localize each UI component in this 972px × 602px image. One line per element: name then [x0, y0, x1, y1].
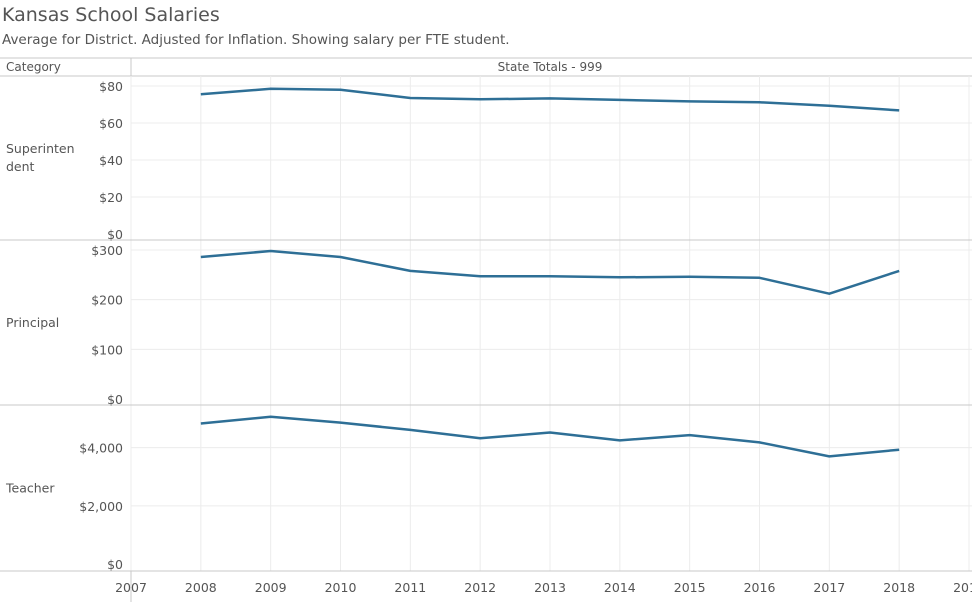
category-header: Category: [6, 60, 61, 74]
category-label: Teacher: [5, 481, 55, 496]
x-tick-label: 2008: [185, 580, 217, 595]
y-tick-label: $100: [91, 342, 123, 357]
x-tick-label: 2017: [813, 580, 845, 595]
data-point[interactable]: [547, 273, 553, 279]
x-tick-label: 2013: [534, 580, 566, 595]
x-tick-label: 2010: [325, 580, 357, 595]
y-tick-label: $0: [107, 392, 123, 407]
data-point[interactable]: [826, 291, 832, 297]
data-point[interactable]: [547, 430, 553, 436]
x-tick-label: 2015: [674, 580, 706, 595]
data-point[interactable]: [617, 437, 623, 443]
data-point[interactable]: [477, 435, 483, 441]
series-line-principal[interactable]: [200, 249, 900, 295]
category-label: Superinten: [6, 141, 75, 156]
y-tick-label: $80: [99, 79, 123, 94]
chart-title: Kansas School Salaries: [2, 4, 220, 26]
y-tick-label: $40: [99, 153, 123, 168]
data-point[interactable]: [338, 87, 344, 93]
data-point[interactable]: [896, 268, 902, 274]
data-point[interactable]: [477, 96, 483, 102]
data-point[interactable]: [826, 103, 832, 109]
data-point[interactable]: [687, 274, 693, 280]
chart-panels: $0 $20 $40 $60 $80 Superinten dent $0 $100 $200 $3…: [0, 79, 972, 572]
column-header: State Totals - 999: [498, 60, 603, 74]
data-point[interactable]: [826, 453, 832, 459]
x-tick-label: 2019: [953, 580, 972, 595]
x-tick-label: 2011: [394, 580, 426, 595]
data-point[interactable]: [407, 268, 413, 274]
y-tick-label: $60: [99, 116, 123, 131]
data-point[interactable]: [338, 254, 344, 260]
chart-subtitle: Average for District. Adjusted for Infla…: [2, 32, 510, 48]
data-point[interactable]: [338, 420, 344, 426]
chart-frame: [0, 57, 972, 602]
data-point[interactable]: [896, 447, 902, 453]
data-point[interactable]: [617, 97, 623, 103]
x-tick-label: 2018: [883, 580, 915, 595]
data-point[interactable]: [477, 273, 483, 279]
data-point[interactable]: [896, 107, 902, 113]
data-point[interactable]: [407, 95, 413, 101]
data-point[interactable]: [687, 98, 693, 104]
panel-teacher: $0 $2,000 $4,000 Teacher: [0, 414, 972, 572]
y-tick-label: $200: [91, 293, 123, 308]
data-point[interactable]: [757, 439, 763, 445]
x-tick-label: 2012: [464, 580, 496, 595]
x-axis: 2007 2008 2009 2010 2011 2012 2013 2014 2015 2016…: [115, 580, 972, 595]
y-tick-label: $20: [99, 190, 123, 205]
y-tick-label: $300: [91, 243, 123, 258]
y-tick-label: $0: [107, 557, 123, 572]
series-line-teacher[interactable]: [200, 415, 900, 458]
data-point[interactable]: [198, 254, 204, 260]
category-label: dent: [6, 159, 35, 174]
data-point[interactable]: [617, 274, 623, 280]
data-point[interactable]: [547, 95, 553, 101]
y-tick-label: $2,000: [79, 499, 123, 514]
data-point[interactable]: [757, 275, 763, 281]
data-point[interactable]: [268, 414, 274, 420]
y-tick-label: $4,000: [79, 441, 123, 456]
data-point[interactable]: [198, 420, 204, 426]
x-tick-label: 2009: [255, 580, 287, 595]
series-line-superintendent[interactable]: [200, 87, 900, 112]
x-tick-label: 2014: [604, 580, 636, 595]
data-point[interactable]: [407, 427, 413, 433]
data-point[interactable]: [268, 86, 274, 92]
data-point[interactable]: [198, 91, 204, 97]
category-label: Principal: [6, 315, 59, 330]
data-point[interactable]: [268, 248, 274, 254]
x-tick-label: 2016: [744, 580, 776, 595]
y-tick-label: $0: [107, 227, 123, 242]
x-tick-label: 2007: [115, 580, 147, 595]
data-point[interactable]: [757, 99, 763, 105]
data-point[interactable]: [687, 432, 693, 438]
panel-principal: $0 $100 $200 $300 Principal: [0, 243, 972, 407]
panel-superintendent: $0 $20 $40 $60 $80 Superinten dent: [0, 79, 972, 242]
